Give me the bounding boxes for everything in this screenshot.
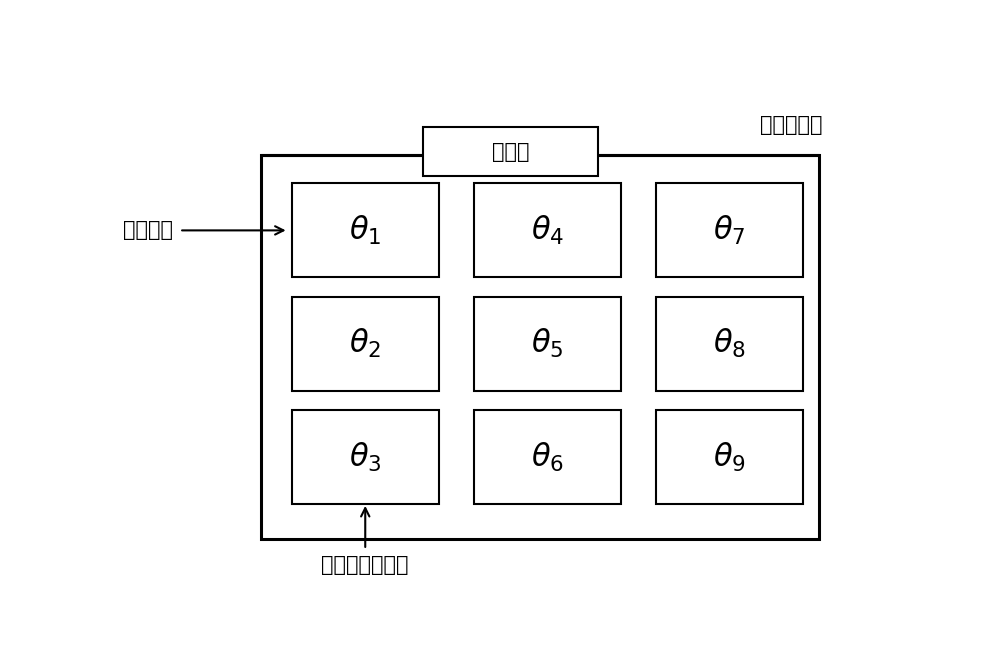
Bar	[656, 410, 803, 504]
Text: 反射单元: 反射单元	[123, 220, 173, 240]
Text: $\theta_{5}$: $\theta_{5}$	[531, 327, 564, 360]
Bar	[656, 297, 803, 391]
Text: $\theta_{7}$: $\theta_{7}$	[713, 214, 746, 247]
Text: $\theta_{9}$: $\theta_{9}$	[713, 440, 746, 474]
Text: $\theta_{6}$: $\theta_{6}$	[531, 440, 564, 474]
Bar	[423, 127, 598, 176]
Bar	[292, 183, 439, 277]
Text: 反射单元的相移: 反射单元的相移	[322, 555, 409, 575]
Bar	[656, 183, 803, 277]
Bar	[261, 156, 819, 539]
Text: $\theta_{4}$: $\theta_{4}$	[531, 214, 564, 247]
Text: $\theta_{2}$: $\theta_{2}$	[349, 327, 381, 360]
Text: $\theta_{3}$: $\theta_{3}$	[349, 440, 382, 474]
Bar	[292, 410, 439, 504]
Bar	[474, 410, 621, 504]
Bar	[474, 183, 621, 277]
Text: 智能超表面: 智能超表面	[760, 115, 822, 135]
Bar	[474, 297, 621, 391]
Text: $\theta_{8}$: $\theta_{8}$	[713, 327, 746, 360]
Text: 控制器: 控制器	[492, 142, 529, 162]
Bar	[292, 297, 439, 391]
Text: $\theta_{1}$: $\theta_{1}$	[349, 214, 381, 247]
